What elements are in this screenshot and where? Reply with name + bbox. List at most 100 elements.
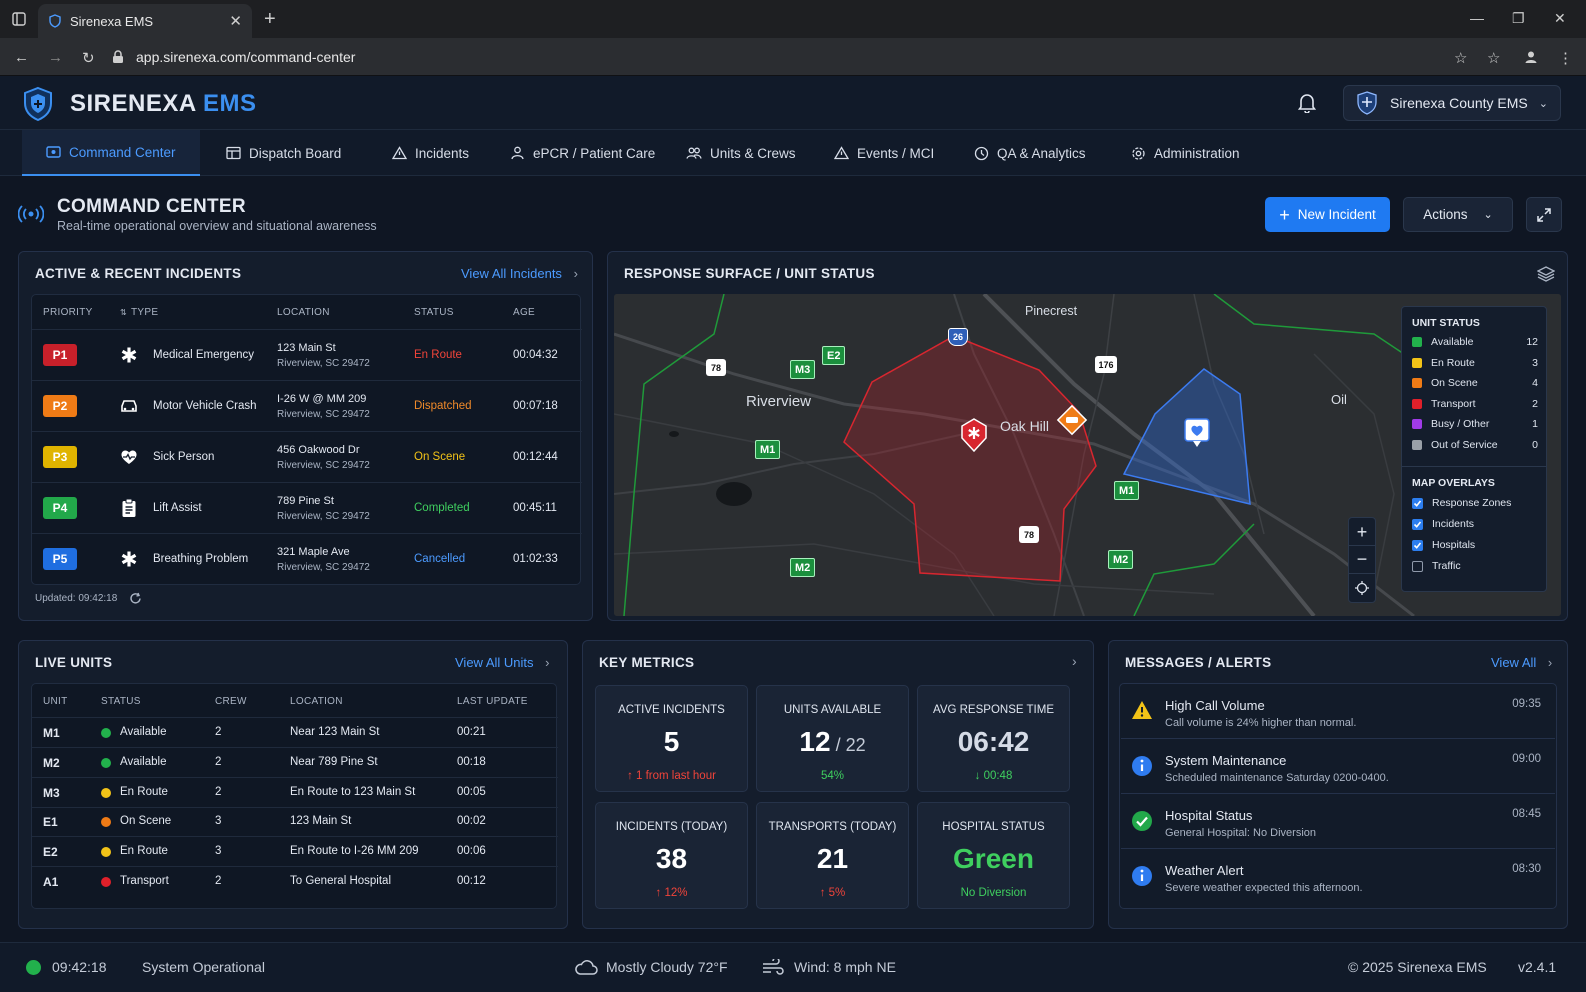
message-item[interactable]: Weather Alert Severe weather expected thi… <box>1121 849 1555 904</box>
tab-incidents[interactable]: Incidents <box>392 130 469 176</box>
unit-row[interactable]: E2 En Route 3 En Route to I-26 MM 209 00:06 <box>32 837 558 868</box>
minimize-icon[interactable]: — <box>1470 10 1484 26</box>
broadcast-icon <box>18 205 44 223</box>
checkbox-icon[interactable] <box>1412 539 1423 551</box>
map-canvas[interactable]: Pinecrest Riverview Oak Hill Oil 26 78 1… <box>614 294 1561 616</box>
refresh-icon[interactable] <box>129 592 142 605</box>
incident-age: 00:45:11 <box>513 502 557 514</box>
unit-row[interactable]: M2 Available 2 Near 789 Pine St 00:18 <box>32 748 558 778</box>
incident-row[interactable]: P1 Medical Emergency 123 Main St Riverview,… <box>32 330 582 381</box>
col-age: AGE <box>513 307 536 318</box>
org-badge-icon <box>1357 91 1377 115</box>
unit-marker-e2[interactable]: E2 <box>822 346 846 365</box>
url-field[interactable]: app.sirenexa.com/command-center <box>112 43 1502 71</box>
layers-icon[interactable] <box>1537 266 1555 282</box>
unit-row[interactable]: M3 En Route 2 En Route to 123 Main St 00:05 <box>32 778 558 808</box>
new-tab-icon[interactable]: + <box>264 8 276 30</box>
sidebar-toggle-icon[interactable] <box>12 12 26 26</box>
divider <box>32 380 582 381</box>
message-item[interactable]: Hospital Status General Hospital: No Dive… <box>1121 794 1555 849</box>
messages-panel: MESSAGES / ALERTS View All › High Call V… <box>1108 640 1568 929</box>
window-close-icon[interactable]: ✕ <box>1554 10 1566 26</box>
tab-administration[interactable]: Administration <box>1131 130 1240 176</box>
browser-tab-title: Sirenexa EMS <box>70 13 154 29</box>
incidents-title: ACTIVE & RECENT INCIDENTS <box>35 266 242 281</box>
unit-marker-m1[interactable]: M1 <box>755 440 781 459</box>
tab-qa-analytics[interactable]: QA & Analytics <box>974 130 1086 176</box>
incident-type: Medical Emergency <box>153 349 254 361</box>
actions-button[interactable]: Actions ⌄ <box>1403 197 1513 232</box>
overlay-toggle[interactable]: Incidents <box>1412 518 1538 530</box>
fullscreen-button[interactable] <box>1526 197 1562 232</box>
zoom-in-button[interactable]: + <box>1349 518 1375 546</box>
crews-icon <box>686 147 702 159</box>
tab-epcr[interactable]: ePCR / Patient Care <box>510 130 655 176</box>
overlay-toggle[interactable]: Traffic <box>1412 560 1538 572</box>
unit-marker-m2[interactable]: M2 <box>790 558 816 577</box>
incident-row[interactable]: P2 Motor Vehicle Crash I-26 W @ MM 209 Rive… <box>32 381 582 432</box>
metric-delta: No Diversion <box>960 887 1027 899</box>
bell-icon[interactable] <box>1298 93 1316 113</box>
unit-id: E1 <box>43 815 58 830</box>
incident-marker-medical-icon[interactable] <box>960 418 988 452</box>
incident-status: Cancelled <box>414 553 466 565</box>
message-time: 09:35 <box>1512 698 1541 710</box>
unit-row[interactable]: E1 On Scene 3 123 Main St 00:02 <box>32 807 558 838</box>
incident-row[interactable]: P3 Sick Person 456 Oakwood Dr Riverview, SC… <box>32 432 582 483</box>
view-all-units-link[interactable]: View All Units › <box>455 655 549 670</box>
profile-icon[interactable] <box>1524 50 1538 64</box>
browser-menu-icon[interactable]: ⋮ <box>1558 50 1573 67</box>
overlay-toggle[interactable]: Hospitals <box>1412 539 1538 551</box>
col-type[interactable]: ⇅ TYPE <box>120 307 158 318</box>
incident-row[interactable]: P5 Breathing Problem 321 Maple Ave Rivervie… <box>32 534 582 585</box>
overlay-toggle[interactable]: Response Zones <box>1412 497 1538 509</box>
back-icon[interactable]: ← <box>14 49 29 66</box>
incident-city: Riverview, SC 29472 <box>277 460 370 471</box>
col-unit: UNIT <box>43 696 68 707</box>
footer-time: 09:42:18 <box>52 959 107 975</box>
checkbox-icon[interactable] <box>1412 518 1423 530</box>
checkbox-icon[interactable] <box>1412 497 1423 509</box>
reload-icon[interactable]: ↻ <box>82 50 95 67</box>
incident-row[interactable]: P4 Lift Assist 789 Pine St Riverview, SC 29… <box>32 483 582 534</box>
overlays-title: MAP OVERLAYS <box>1412 477 1495 489</box>
tab-close-icon[interactable]: ✕ <box>229 13 242 30</box>
org-selector[interactable]: Sirenexa County EMS ⌄ <box>1343 85 1561 121</box>
unit-marker-m2[interactable]: M2 <box>1108 550 1134 569</box>
unit-crew: 2 <box>215 726 222 738</box>
maximize-icon[interactable]: ❐ <box>1512 10 1525 26</box>
install-app-icon[interactable]: ☆ <box>1454 50 1468 67</box>
chevron-right-icon[interactable]: › <box>1072 653 1077 669</box>
metric-delta: ↓ 00:48 <box>974 770 1013 782</box>
tab-events-mci[interactable]: Events / MCI <box>834 130 934 176</box>
message-item[interactable]: High Call Volume Call volume is 24% highe… <box>1121 684 1555 739</box>
locate-icon[interactable] <box>1355 581 1369 595</box>
incident-marker-vehicle-icon[interactable] <box>1056 404 1088 436</box>
forward-icon[interactable]: → <box>48 49 63 66</box>
unit-row[interactable]: A1 Transport 2 To General Hospital 00:12 <box>32 867 558 897</box>
unit-row[interactable]: M1 Available 2 Near 123 Main St 00:21 <box>32 718 558 748</box>
metric-value: 38 <box>596 843 747 875</box>
view-all-incidents-link[interactable]: View All Incidents › <box>461 266 578 281</box>
live-units-panel: LIVE UNITS View All Units › UNIT STATUS … <box>18 640 568 929</box>
legend-divider <box>1402 466 1546 467</box>
browser-tab[interactable]: Sirenexa EMS ✕ <box>38 4 252 38</box>
metric-card: TRANSPORTS (TODAY) 21 ↑ 5% <box>756 802 909 909</box>
bookmark-star-icon[interactable]: ☆ <box>1487 50 1501 67</box>
unit-marker-m3[interactable]: M3 <box>790 360 816 379</box>
key-metrics-title: KEY METRICS <box>599 655 695 670</box>
new-incident-button[interactable]: + New Incident <box>1265 197 1390 232</box>
tab-units-crews[interactable]: Units & Crews <box>686 130 796 176</box>
legend-label: Transport <box>1431 397 1476 410</box>
view-all-messages-link[interactable]: View All › <box>1491 655 1552 670</box>
incident-location: 456 Oakwood Dr <box>277 444 360 456</box>
tab-command-center[interactable]: Command Center <box>22 130 200 176</box>
hospital-marker-icon[interactable] <box>1184 418 1210 448</box>
unit-marker-m1[interactable]: M1 <box>1114 481 1140 500</box>
tab-dispatch-board[interactable]: Dispatch Board <box>226 130 341 176</box>
metric-label: AVG RESPONSE TIME <box>933 704 1054 716</box>
sirenexa-logo-icon[interactable] <box>22 86 54 122</box>
zoom-out-button[interactable]: − <box>1349 546 1375 574</box>
message-item[interactable]: System Maintenance Scheduled maintenance … <box>1121 739 1555 794</box>
checkbox-icon[interactable] <box>1412 560 1423 572</box>
